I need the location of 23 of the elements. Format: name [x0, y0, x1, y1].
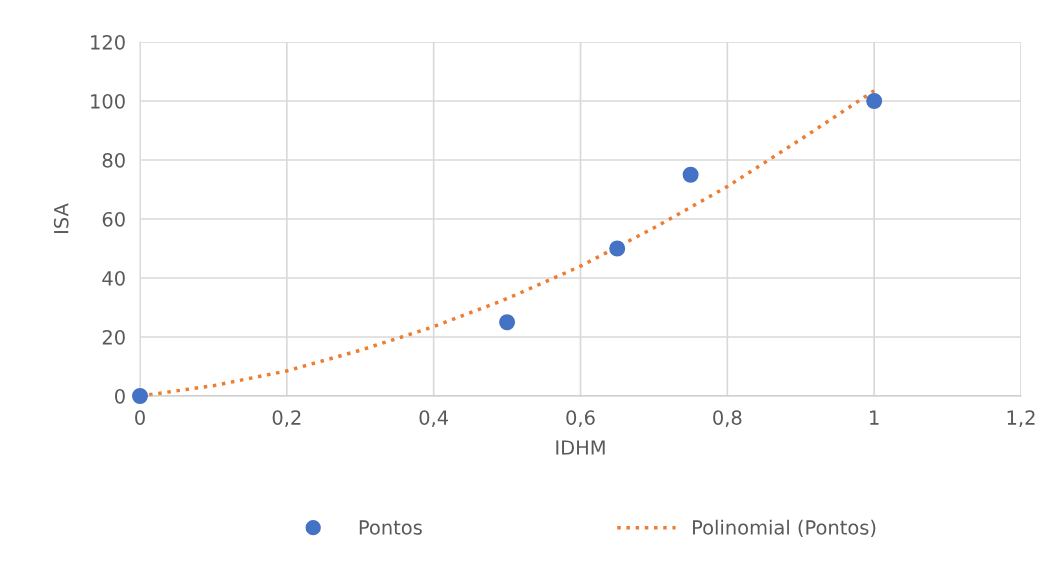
- y-tick-label: 80: [102, 152, 125, 168]
- x-tick-label: 0,2: [272, 410, 301, 427]
- y-tick-label: 60: [102, 211, 125, 227]
- x-tick-label: 0,4: [419, 410, 449, 427]
- y-tick-label: 0: [115, 388, 125, 404]
- y-axis-title: ISA: [53, 203, 69, 233]
- point: [682, 166, 699, 183]
- x-tick-label: 0,6: [566, 410, 595, 427]
- y-tick-label: 120: [91, 34, 125, 50]
- legend-label: Pontos: [359, 520, 422, 535]
- x-axis-title: IDHM: [556, 440, 605, 455]
- y-tick-label: 100: [91, 93, 125, 109]
- y-tick-label: 20: [102, 329, 125, 345]
- point: [132, 388, 148, 404]
- y-tick-label: 40: [102, 270, 125, 286]
- x-tick-label: 1: [870, 410, 879, 425]
- x-tick-label: 1,2: [1007, 410, 1035, 427]
- point: [499, 314, 516, 331]
- point: [866, 93, 883, 109]
- point: [609, 240, 626, 257]
- x-tick-label: 0,8: [713, 410, 742, 427]
- x-tick-label: 0: [135, 410, 145, 425]
- legend-label: Polinomial (Pontos): [693, 519, 876, 538]
